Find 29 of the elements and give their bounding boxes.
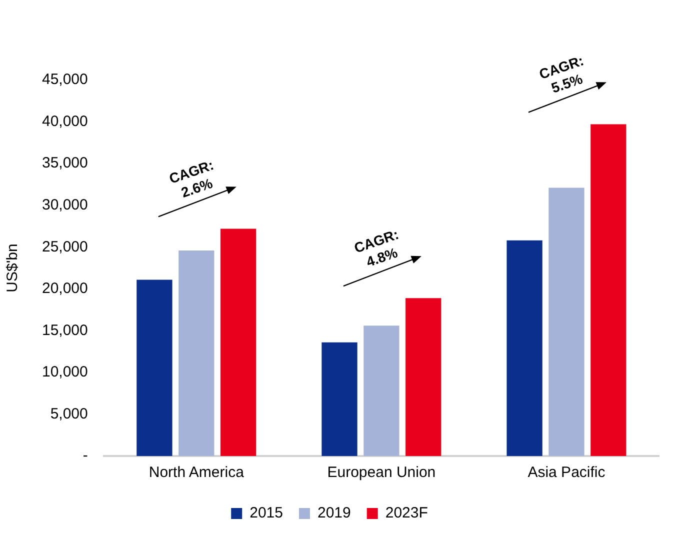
- legend-label: 2019: [317, 504, 351, 522]
- bar: [178, 250, 214, 456]
- x-tick-label: Asia Pacific: [528, 464, 606, 482]
- bar: [590, 124, 626, 456]
- annotation: CAGR: 4.8%: [352, 226, 401, 270]
- y-tick-label: 25,000: [42, 238, 88, 256]
- y-tick-label: 20,000: [42, 280, 88, 298]
- annotation: CAGR: 2.6%: [166, 156, 216, 200]
- bar: [506, 240, 542, 456]
- bar: [136, 280, 172, 456]
- y-tick-label: -: [82, 447, 88, 464]
- bar: [406, 298, 442, 456]
- bar: [220, 228, 256, 456]
- legend-label: 2015: [250, 504, 283, 522]
- x-tick-label: European Union: [327, 464, 436, 482]
- y-tick-label: 5,000: [50, 405, 88, 422]
- legend-label: 2023F: [385, 504, 428, 522]
- y-tick-label: 35,000: [42, 154, 88, 172]
- y-tick-label: 45,000: [42, 71, 88, 88]
- y-tick-label: 15,000: [42, 322, 88, 339]
- x-tick-label: North America: [148, 464, 245, 482]
- bar: [322, 342, 358, 456]
- bar: [548, 188, 584, 456]
- y-tick-label: 30,000: [42, 196, 88, 214]
- bar: [364, 326, 400, 456]
- y-axis-title: US$'bn: [4, 244, 22, 292]
- y-tick-label: 10,000: [42, 364, 88, 381]
- annotation: CAGR: 5.5%: [537, 52, 586, 96]
- y-tick-label: 40,000: [42, 112, 88, 130]
